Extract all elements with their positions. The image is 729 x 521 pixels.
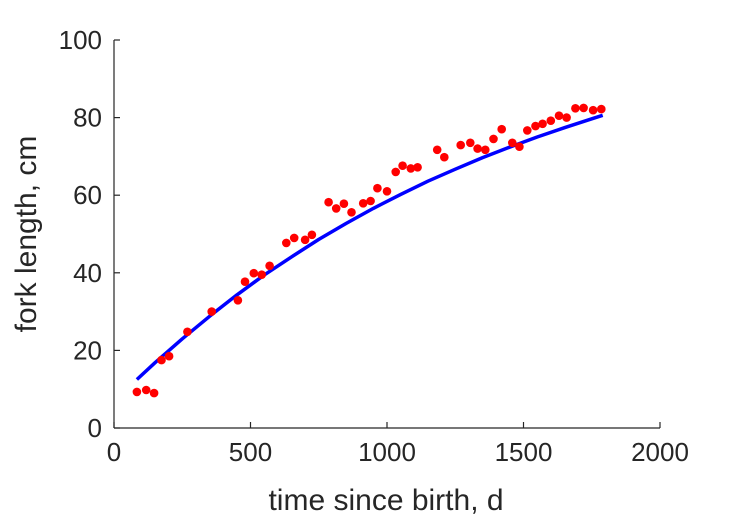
data-point [240,277,250,287]
y-tick-label: 0 [88,413,102,443]
x-tick-label: 0 [107,437,121,467]
data-point [515,142,524,151]
x-tick-label: 1500 [495,437,553,467]
data-point [413,163,422,172]
data-point [523,126,532,135]
data-point [324,197,333,207]
data-point [149,388,159,398]
data-point [141,385,151,395]
data-point [531,121,540,131]
data-point [207,307,216,316]
data-point [249,268,259,278]
data-point [382,187,392,196]
data-point [391,167,401,177]
data-point [265,261,274,271]
data-point [588,105,598,115]
data-point [497,124,507,134]
data-point [554,111,564,120]
data-point [307,230,317,240]
data-point [373,183,382,193]
axes [113,39,661,429]
plot-area [132,103,606,398]
x-tick-label: 2000 [631,437,689,467]
data-point [347,208,356,217]
data-point [571,104,580,113]
data-point [466,138,475,148]
y-tick-label: 20 [73,335,102,365]
data-point [538,119,547,129]
data-point [157,355,166,365]
data-point [183,327,192,337]
data-point [358,199,368,208]
data-point [546,116,556,125]
data-point [440,152,449,162]
data-point [456,140,466,150]
data-point [597,104,606,114]
data-point [300,235,310,245]
data-point [164,351,174,361]
data-point [339,199,349,208]
data-point [233,296,243,305]
data-point [257,270,267,280]
y-tick-labels: 0 20 40 60 80 100 [59,25,102,443]
y-tick-label: 60 [73,180,102,210]
data-point [331,204,341,213]
x-axis-label: time since birth, d [268,484,503,517]
data-point [132,387,142,397]
x-tick-label: 1000 [358,437,416,467]
data-point [289,233,299,243]
data-point [398,161,407,170]
fit-curve [135,113,604,381]
data-point [432,145,442,155]
data-point [366,196,375,206]
data-point [282,238,291,248]
data-point [562,113,571,122]
data-point [508,138,517,148]
data-point [406,164,416,173]
x-tick-labels: 0 500 1000 1500 2000 [107,437,689,467]
y-tick-label: 40 [73,258,102,288]
data-point [489,134,498,144]
data-point [473,144,482,153]
x-tick-label: 500 [229,437,272,467]
data-point [579,103,588,113]
y-tick-label: 80 [73,103,102,133]
data-point [481,145,490,155]
y-tick-label: 100 [59,25,102,55]
y-axis-label: fork length, cm [10,136,43,333]
